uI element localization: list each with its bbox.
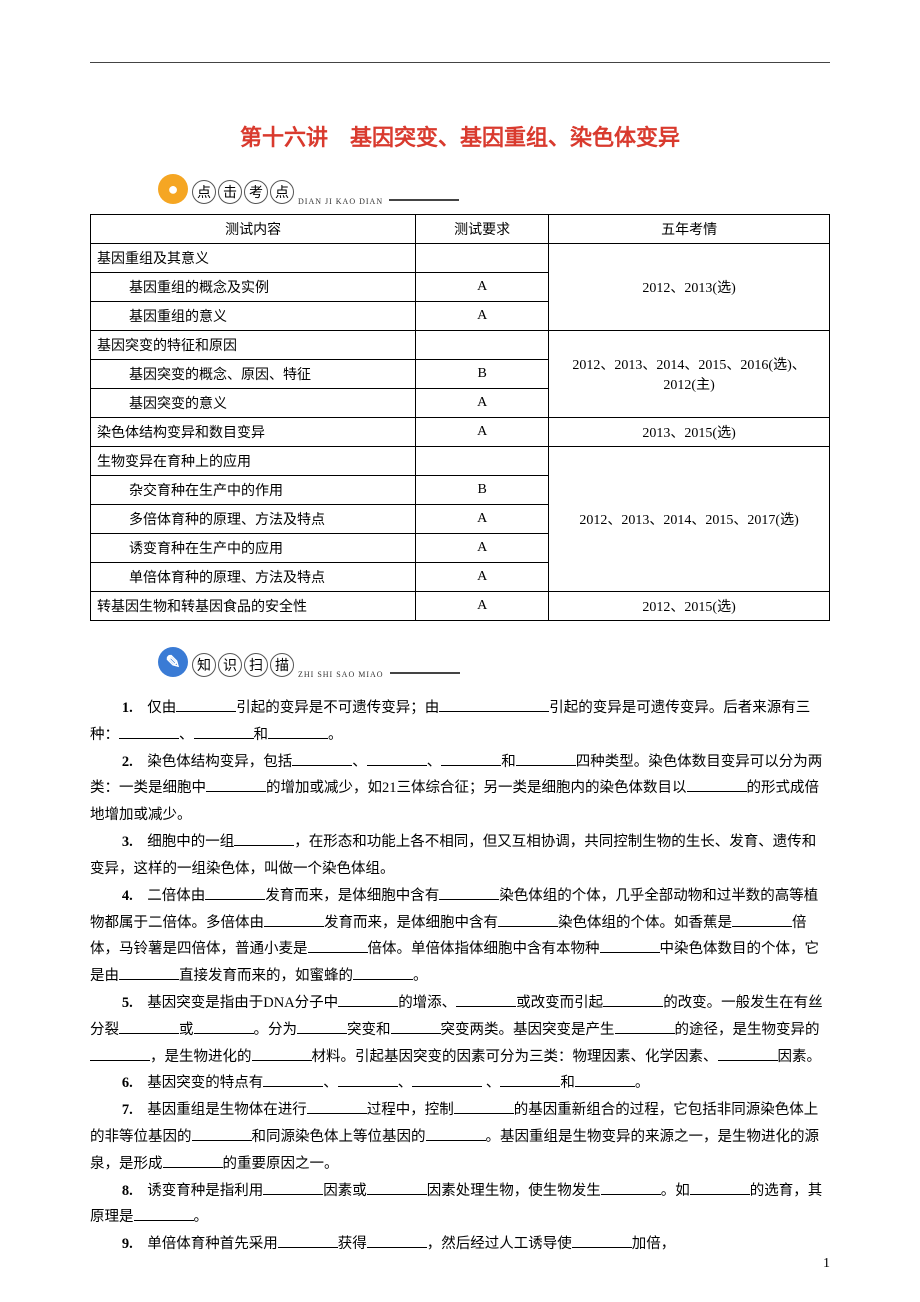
fill-blank-body: 1. 仅由引起的变异是不可遗传变异；由引起的变异是可遗传变异。后者来源有三种：、… <box>90 695 830 1258</box>
years-cell: 2012、2013(选) <box>549 244 830 331</box>
header-rule <box>90 62 830 63</box>
section-badge-kaodian: ● 点 击 考 点 DIAN JI KAO DIAN <box>158 174 830 204</box>
group-heading: 转基因生物和转基因食品的安全性 <box>91 592 416 621</box>
group-heading: 染色体结构变异和数目变异 <box>91 418 416 447</box>
exam-table: 测试内容 测试要求 五年考情 基因重组及其意义 2012、2013(选) 基因重… <box>90 214 830 621</box>
req-cell: A <box>416 563 549 592</box>
badge-chars: 知 识 扫 描 <box>192 653 294 677</box>
q6: 6. 基因突变的特点有、、 、和。 <box>90 1070 830 1097</box>
q8: 8. 诱变育种是指利用因素或因素处理生物，使生物发生。如的选育，其原理是。 <box>90 1178 830 1232</box>
cell-blank <box>416 244 549 273</box>
subrow-label: 基因重组的意义 <box>91 302 416 331</box>
req-cell: B <box>416 476 549 505</box>
q1: 1. 仅由引起的变异是不可遗传变异；由引起的变异是可遗传变异。后者来源有三种：、… <box>90 695 830 749</box>
table-row: 生物变异在育种上的应用 2012、2013、2014、2015、2017(选) <box>91 447 830 476</box>
req-cell: A <box>416 505 549 534</box>
q2: 2. 染色体结构变异，包括、、和四种类型。染色体数目变异可以分为两类：一类是细胞… <box>90 749 830 829</box>
req-cell: A <box>416 418 549 447</box>
req-cell: B <box>416 360 549 389</box>
req-cell: A <box>416 592 549 621</box>
badge-char: 点 <box>192 180 216 204</box>
badge-underline <box>390 672 460 674</box>
badge-char: 扫 <box>244 653 268 677</box>
table-header-row: 测试内容 测试要求 五年考情 <box>91 215 830 244</box>
badge-char: 识 <box>218 653 242 677</box>
table-row: 转基因生物和转基因食品的安全性 A 2012、2015(选) <box>91 592 830 621</box>
group-heading: 生物变异在育种上的应用 <box>91 447 416 476</box>
badge-char: 知 <box>192 653 216 677</box>
subrow-label: 基因突变的概念、原因、特征 <box>91 360 416 389</box>
years-cell: 2012、2013、2014、2015、2016(选)、2012(主) <box>549 331 830 418</box>
badge-underline <box>389 199 459 201</box>
table-row: 基因重组及其意义 2012、2013(选) <box>91 244 830 273</box>
badge-char: 点 <box>270 180 294 204</box>
req-cell: A <box>416 534 549 563</box>
group-heading: 基因重组及其意义 <box>91 244 416 273</box>
years-cell: 2012、2015(选) <box>549 592 830 621</box>
badge-char: 击 <box>218 180 242 204</box>
subrow-label: 基因突变的意义 <box>91 389 416 418</box>
subrow-label: 单倍体育种的原理、方法及特点 <box>91 563 416 592</box>
badge-char: 考 <box>244 180 268 204</box>
cell-blank <box>416 331 549 360</box>
badge-icon-orange: ● <box>158 174 188 204</box>
years-cell: 2013、2015(选) <box>549 418 830 447</box>
q5: 5. 基因突变是指由于DNA分子中的增添、或改变而引起的改变。一般发生在有丝分裂… <box>90 990 830 1070</box>
years-cell: 2012、2013、2014、2015、2017(选) <box>549 447 830 592</box>
q4: 4. 二倍体由发育而来，是体细胞中含有染色体组的个体，几乎全部动物和过半数的高等… <box>90 883 830 990</box>
subrow-label: 基因重组的概念及实例 <box>91 273 416 302</box>
group-heading: 基因突变的特征和原因 <box>91 331 416 360</box>
subrow-label: 诱变育种在生产中的应用 <box>91 534 416 563</box>
badge-pinyin: DIAN JI KAO DIAN <box>298 197 383 206</box>
th-content: 测试内容 <box>91 215 416 244</box>
req-cell: A <box>416 273 549 302</box>
th-req: 测试要求 <box>416 215 549 244</box>
req-cell: A <box>416 302 549 331</box>
table-row: 染色体结构变异和数目变异 A 2013、2015(选) <box>91 418 830 447</box>
subrow-label: 杂交育种在生产中的作用 <box>91 476 416 505</box>
badge-char: 描 <box>270 653 294 677</box>
cell-blank <box>416 447 549 476</box>
table-row: 基因突变的特征和原因 2012、2013、2014、2015、2016(选)、2… <box>91 331 830 360</box>
q9: 9. 单倍体育种首先采用获得，然后经过人工诱导使加倍， <box>90 1231 830 1258</box>
q3: 3. 细胞中的一组，在形态和功能上各不相同，但又互相协调，共同控制生物的生长、发… <box>90 829 830 883</box>
badge-pinyin: ZHI SHI SAO MIAO <box>298 670 384 679</box>
th-years: 五年考情 <box>549 215 830 244</box>
section-badge-zhishi: ✎ 知 识 扫 描 ZHI SHI SAO MIAO <box>158 647 830 677</box>
lesson-title: 第十六讲 基因突变、基因重组、染色体变异 <box>90 120 830 152</box>
page-number: 1 <box>823 1256 830 1272</box>
subrow-label: 多倍体育种的原理、方法及特点 <box>91 505 416 534</box>
badge-chars: 点 击 考 点 <box>192 180 294 204</box>
q7: 7. 基因重组是生物体在进行过程中，控制的基因重新组合的过程，它包括非同源染色体… <box>90 1097 830 1177</box>
page: 第十六讲 基因突变、基因重组、染色体变异 ● 点 击 考 点 DIAN JI K… <box>0 0 920 1302</box>
req-cell: A <box>416 389 549 418</box>
badge-icon-blue: ✎ <box>158 647 188 677</box>
